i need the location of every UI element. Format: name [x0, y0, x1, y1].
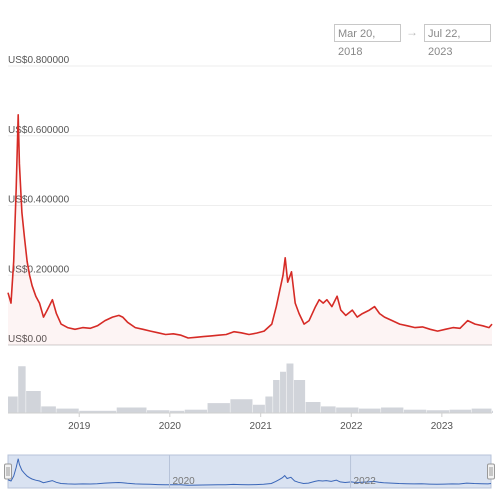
volume-bar — [116, 407, 147, 413]
volume-bar — [305, 402, 321, 413]
volume-bar — [471, 408, 492, 413]
navigator-tick-label: 2020 — [172, 476, 195, 487]
volume-bar — [169, 410, 185, 413]
navigator-line — [7, 458, 492, 486]
volume-bar — [403, 409, 427, 413]
y-tick-label: US$0.400000 — [8, 195, 70, 206]
grid-lines — [8, 65, 492, 346]
volume-bar — [492, 410, 493, 413]
volume-bar — [320, 406, 336, 413]
volume-bar — [8, 396, 18, 413]
volume-series — [8, 363, 493, 414]
price-area — [8, 114, 492, 345]
volume-bar — [56, 408, 79, 413]
navigator-right-handle[interactable] — [487, 463, 495, 480]
volume-bar — [358, 408, 381, 413]
x-tick-label: 2022 — [340, 421, 363, 432]
navigator[interactable]: 2020 2022 — [4, 454, 495, 489]
volume-bar — [273, 380, 280, 413]
navigator-left-handle[interactable] — [4, 463, 12, 480]
y-tick-label: US$0.600000 — [8, 125, 70, 136]
volume-bar — [426, 410, 450, 413]
price-line — [7, 114, 493, 339]
volume-bar — [18, 366, 26, 413]
volume-bar — [26, 391, 41, 413]
volume-bar — [381, 407, 404, 413]
range-start-input[interactable]: Mar 20, 2018 — [334, 24, 401, 58]
volume-bar — [41, 406, 56, 413]
volume-bar — [336, 407, 359, 413]
x-tick-label: 2020 — [159, 421, 182, 432]
navigator-window — [7, 454, 492, 489]
y-tick-label: US$0.200000 — [8, 264, 70, 275]
volume-bar — [265, 396, 273, 413]
x-axis: 2019 2020 2021 2022 2023 — [68, 413, 453, 432]
volume-bar — [286, 363, 294, 413]
y-tick-label: US$0.800000 — [8, 55, 70, 66]
volume-bar — [449, 409, 472, 413]
volume-bar — [252, 404, 265, 413]
volume-bar — [280, 371, 286, 413]
x-tick-label: 2023 — [431, 421, 454, 432]
x-tick-label: 2019 — [68, 421, 91, 432]
volume-bar — [207, 403, 230, 413]
volume-bar — [146, 410, 170, 413]
volume-bar — [184, 409, 208, 413]
x-tick-label: 2021 — [250, 421, 273, 432]
volume-bar — [230, 399, 253, 413]
y-axis: US$0.00 US$0.200000 US$0.400000 US$0.600000… — [8, 55, 70, 345]
volume-bar — [293, 380, 306, 413]
range-arrow: → — [406, 25, 418, 39]
price-series — [7, 114, 493, 345]
volume-bar — [79, 410, 117, 413]
y-tick-label: US$0.00 — [8, 334, 47, 345]
range-end-input[interactable]: Jul 22, 2023 — [424, 24, 491, 58]
navigator-tick-label: 2022 — [354, 476, 377, 487]
